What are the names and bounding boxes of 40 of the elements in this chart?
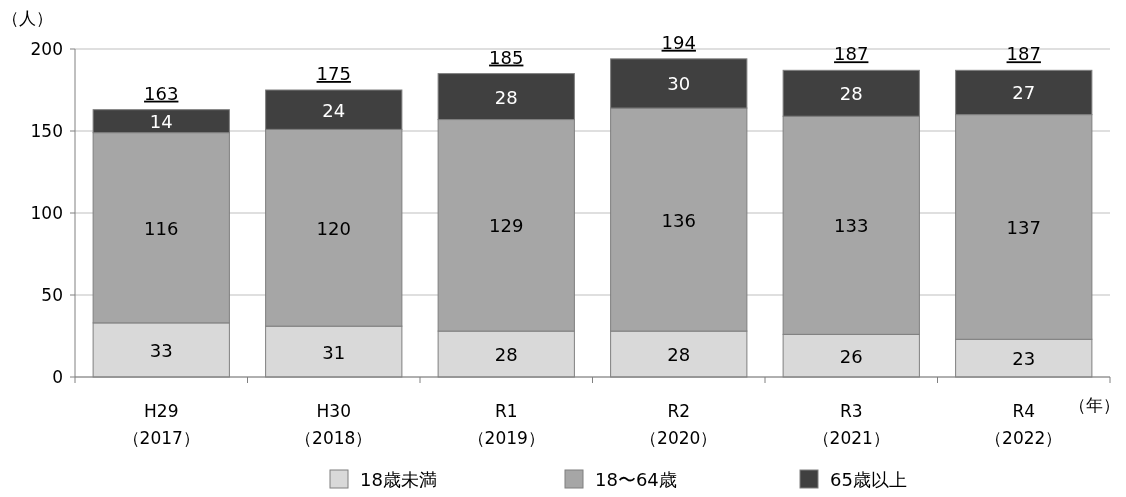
- y-tick-label: 200: [30, 39, 63, 59]
- legend-label: 18歳未満: [360, 469, 437, 490]
- data-label: 31: [322, 341, 346, 363]
- x-tick-label: R3 （2021）: [812, 401, 890, 448]
- data-label: 116: [144, 217, 179, 239]
- total-label: 175: [316, 63, 351, 84]
- total-label: 187: [1006, 43, 1041, 65]
- data-label: 33: [149, 339, 173, 361]
- x-tick-label: R2 （2020）: [640, 401, 718, 448]
- data-label: 28: [667, 344, 691, 366]
- x-tick-label: R4 （2022）: [985, 401, 1063, 448]
- data-label: 30: [667, 73, 691, 95]
- total-label: 163: [144, 82, 179, 104]
- total-label: 187: [834, 43, 869, 65]
- data-label: 23: [1012, 348, 1036, 370]
- x-axis-title: （年）: [1069, 395, 1120, 415]
- y-tick-label: 150: [30, 121, 63, 141]
- data-label: 14: [149, 111, 173, 133]
- data-label: 120: [316, 217, 351, 239]
- x-tick-label: R1 （2019）: [467, 401, 545, 448]
- data-label: 24: [322, 99, 346, 121]
- y-axis-title: （人）: [2, 8, 53, 28]
- y-tick-label: 100: [30, 203, 63, 223]
- data-label: 129: [489, 215, 524, 237]
- y-tick-label: 0: [52, 367, 63, 387]
- data-label: 27: [1012, 82, 1036, 104]
- legend-label: 65歳以上: [830, 469, 907, 490]
- data-label: 137: [1006, 216, 1041, 238]
- data-label: 28: [494, 344, 518, 366]
- legend-label: 18〜64歳: [595, 469, 677, 490]
- y-tick-label: 50: [41, 285, 63, 305]
- total-label: 185: [489, 46, 524, 68]
- x-tick-label: H29 （2017）: [122, 401, 200, 448]
- data-label: 28: [494, 86, 518, 108]
- x-tick-label: H30 （2018）: [295, 401, 373, 448]
- data-label: 26: [839, 345, 863, 367]
- data-label: 133: [834, 215, 869, 237]
- total-label: 194: [661, 31, 696, 53]
- data-label: 136: [661, 209, 696, 231]
- data-label: 28: [839, 83, 863, 105]
